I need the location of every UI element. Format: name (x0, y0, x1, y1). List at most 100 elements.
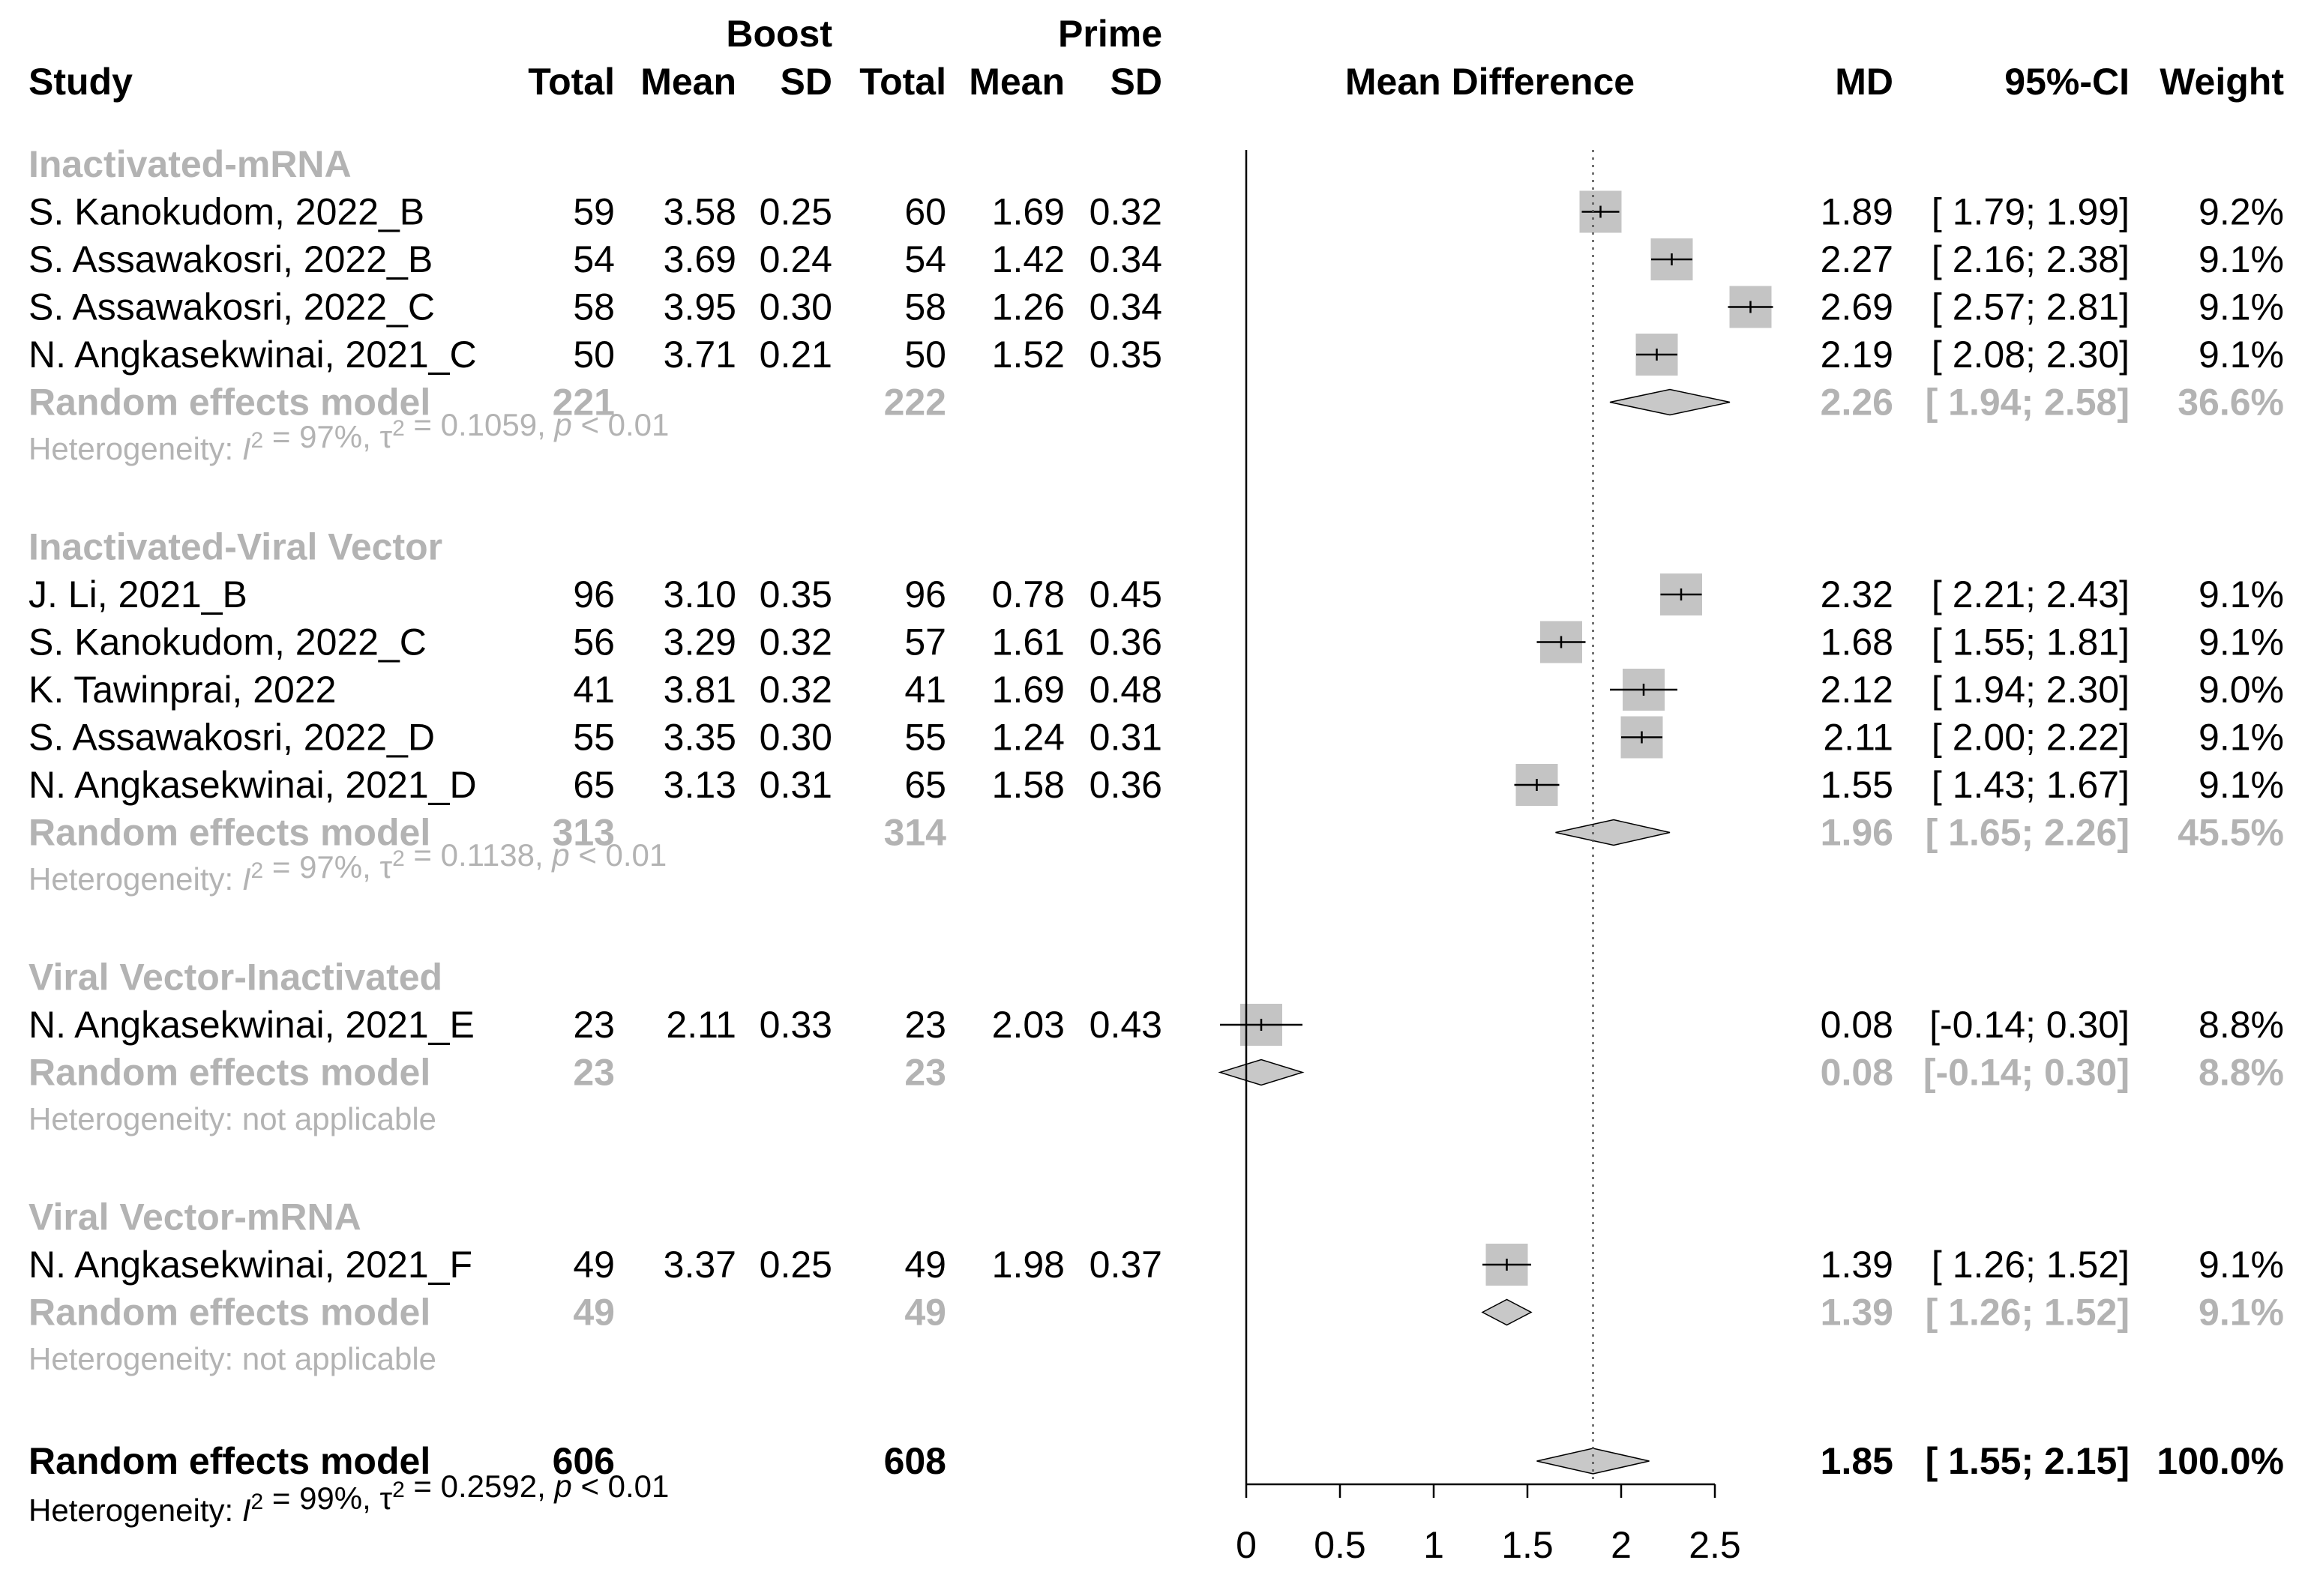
prime-total: 54 (904, 238, 946, 280)
pooled-prime-total: 23 (904, 1052, 946, 1094)
boost-total: 56 (573, 621, 615, 663)
prime-total: 49 (904, 1244, 946, 1286)
pooled-weight: 9.1% (2199, 1292, 2284, 1334)
prime-sd: 0.32 (1090, 191, 1162, 233)
pooled-md: 1.39 (1821, 1292, 1893, 1334)
md-value: 1.68 (1821, 621, 1893, 663)
prime-total: 57 (904, 621, 946, 663)
prime-mean: 1.69 (992, 191, 1065, 233)
pooled-label: Random effects model (28, 382, 430, 424)
header-prime-mean: Mean (969, 61, 1065, 103)
header-boost-total: Total (528, 61, 615, 103)
pooled-boost-total: 313 (553, 812, 615, 854)
ci-value: [ 1.55; 1.81] (1932, 621, 2130, 663)
x-tick-label: 2 (1611, 1524, 1632, 1566)
md-value: 0.08 (1821, 1004, 1893, 1046)
pooled-diamond (1481, 1298, 1533, 1326)
pooled-prime-total: 314 (884, 812, 947, 854)
pooled-diamond (1218, 1059, 1305, 1086)
boost-mean: 3.29 (664, 621, 736, 663)
overall-label: Random effects model (28, 1440, 430, 1482)
prime-sd: 0.36 (1090, 621, 1162, 663)
prime-mean: 2.03 (992, 1004, 1065, 1046)
boost-total: 49 (573, 1244, 615, 1286)
prime-mean: 1.61 (992, 621, 1065, 663)
prime-sd: 0.31 (1090, 717, 1162, 759)
prime-total: 65 (904, 764, 946, 806)
prime-mean: 1.24 (992, 717, 1065, 759)
prime-mean: 0.78 (992, 573, 1065, 615)
prime-sd: 0.48 (1090, 669, 1162, 711)
prime-mean: 1.42 (992, 238, 1065, 280)
prime-mean: 1.69 (992, 669, 1065, 711)
prime-total: 55 (904, 717, 946, 759)
boost-sd: 0.32 (760, 621, 832, 663)
pooled-diamond (1609, 388, 1731, 416)
prime-total: 96 (904, 573, 946, 615)
x-tick-label: 0 (1236, 1524, 1257, 1566)
weight-value: 9.1% (2199, 1244, 2284, 1286)
study-label: S. Assawakosri, 2022_B (28, 238, 433, 280)
weight-value: 9.1% (2199, 238, 2284, 280)
weight-value: 9.1% (2199, 717, 2284, 759)
x-tick-label: 1 (1423, 1524, 1444, 1566)
weight-value: 9.1% (2199, 764, 2284, 806)
boost-total: 58 (573, 286, 615, 328)
md-value: 2.27 (1821, 238, 1893, 280)
pooled-prime-total: 222 (884, 382, 946, 424)
boost-sd: 0.24 (760, 238, 832, 280)
ci-value: [ 1.26; 1.52] (1932, 1244, 2130, 1286)
boost-mean: 3.13 (664, 764, 736, 806)
ci-value: [ 1.43; 1.67] (1932, 764, 2130, 806)
weight-value: 9.1% (2199, 286, 2284, 328)
weight-value: 9.0% (2199, 669, 2284, 711)
md-value: 2.69 (1821, 286, 1893, 328)
boost-mean: 3.10 (664, 573, 736, 615)
ci-value: [ 2.16; 2.38] (1932, 238, 2130, 280)
prime-total: 58 (904, 286, 946, 328)
boost-total: 41 (573, 669, 615, 711)
header-study: Study (28, 61, 133, 103)
heterogeneity-text: Heterogeneity: I2 = 99%, τ2 = 0.2592, p … (28, 1469, 669, 1528)
boost-sd: 0.33 (760, 1004, 832, 1046)
ci-value: [ 2.57; 2.81] (1932, 286, 2130, 328)
boost-total: 23 (573, 1004, 615, 1046)
study-label: N. Angkasekwinai, 2021_F (28, 1244, 472, 1286)
prime-sd: 0.34 (1090, 286, 1162, 328)
header-prime-sd: SD (1111, 61, 1162, 103)
ci-value: [ 2.21; 2.43] (1932, 573, 2130, 615)
boost-total: 65 (573, 764, 615, 806)
group-title: Viral Vector-mRNA (28, 1196, 361, 1238)
study-label: S. Assawakosri, 2022_C (28, 286, 435, 328)
overall-md: 1.85 (1821, 1440, 1893, 1482)
boost-sd: 0.25 (760, 191, 832, 233)
heterogeneity-text: Heterogeneity: I2 = 97%, τ2 = 0.1059, p … (28, 407, 669, 466)
pooled-ci: [-0.14; 0.30] (1923, 1052, 2130, 1094)
ci-value: [ 2.08; 2.30] (1932, 334, 2130, 376)
md-value: 2.11 (1823, 717, 1893, 759)
heterogeneity-text: Heterogeneity: not applicable (28, 1101, 436, 1136)
boost-sd: 0.30 (760, 717, 832, 759)
prime-sd: 0.35 (1090, 334, 1162, 376)
pooled-boost-total: 221 (553, 382, 615, 424)
boost-sd: 0.31 (760, 764, 832, 806)
weight-value: 9.1% (2199, 334, 2284, 376)
header-boost-sd: SD (781, 61, 832, 103)
boost-total: 96 (573, 573, 615, 615)
boost-mean: 3.81 (664, 669, 736, 711)
pooled-diamond (1555, 819, 1671, 846)
pooled-ci: [ 1.26; 1.52] (1926, 1292, 2130, 1334)
study-label: N. Angkasekwinai, 2021_D (28, 764, 477, 806)
md-value: 1.39 (1821, 1244, 1893, 1286)
boost-total: 55 (573, 717, 615, 759)
ci-value: [ 2.00; 2.22] (1932, 717, 2130, 759)
x-tick-label: 0.5 (1314, 1524, 1366, 1566)
prime-sd: 0.45 (1090, 573, 1162, 615)
overall-ci: [ 1.55; 2.15] (1926, 1440, 2130, 1482)
prime-mean: 1.58 (992, 764, 1065, 806)
pooled-weight: 36.6% (2178, 382, 2284, 424)
header-mean-difference: Mean Difference (1345, 61, 1635, 103)
x-tick-label: 1.5 (1501, 1524, 1554, 1566)
pooled-boost-total: 49 (573, 1292, 615, 1334)
